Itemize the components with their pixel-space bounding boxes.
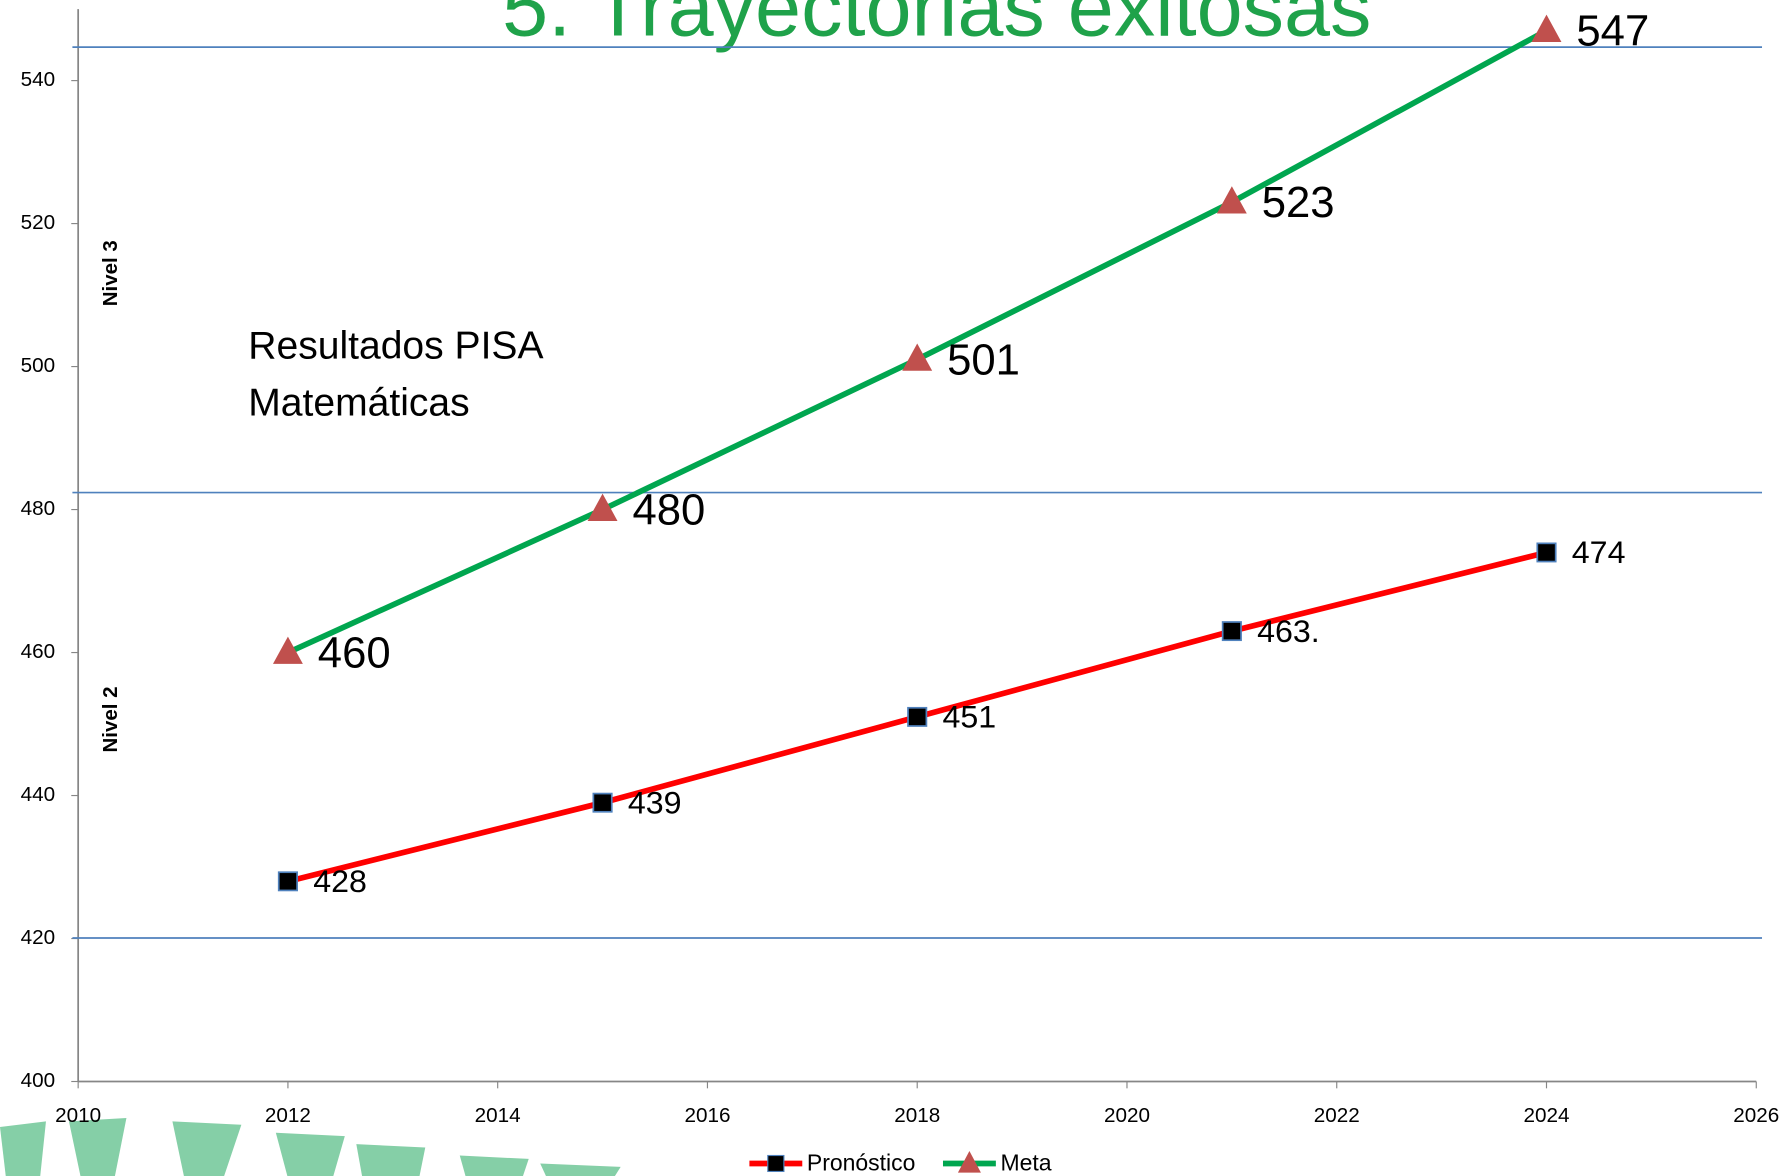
y-tick-label: 440 [21,783,56,806]
marker [902,343,933,371]
x-tick-label: 2012 [265,1104,311,1127]
level-label: Nivel 2 [99,686,122,752]
chart-title: 5. Trayectorias exitosas [502,0,1371,53]
x-tick-label: 2026 [1733,1104,1779,1127]
marker [587,493,618,521]
data-label: 480 [632,487,705,535]
legend-label: Meta [1000,1150,1051,1176]
x-tick-label: 2018 [894,1104,940,1127]
marker [272,636,303,664]
legend-marker [957,1150,981,1173]
y-tick-label: 460 [21,640,56,663]
annotation: Resultados PISA [248,325,543,368]
data-label: 547 [1576,8,1649,56]
annotation: Matemáticas [248,382,469,425]
marker [1221,621,1242,642]
data-label: 523 [1262,179,1335,227]
y-tick-label: 520 [21,211,56,234]
y-tick-label: 480 [21,497,56,520]
data-label: 428 [313,863,367,899]
x-tick-label: 2024 [1524,1104,1570,1127]
marker [1536,542,1557,563]
marker [907,706,928,727]
data-label: 439 [628,785,682,821]
marker [1531,14,1562,42]
y-tick-label: 420 [21,926,56,949]
data-label: 460 [318,630,391,678]
y-tick-label: 540 [21,68,56,91]
decoration [0,1117,621,1176]
marker [592,792,613,813]
data-label: 463. [1257,613,1320,649]
legend-marker [767,1154,785,1173]
x-tick-label: 2014 [475,1104,521,1127]
x-tick-label: 2020 [1104,1104,1150,1127]
x-tick-label: 2022 [1314,1104,1360,1127]
data-label: 474 [1572,534,1626,570]
marker [277,871,298,892]
y-tick-label: 500 [21,354,56,377]
data-label: 451 [942,699,996,735]
data-label: 501 [947,336,1020,384]
y-tick-label: 400 [21,1069,56,1092]
x-tick-label: 2016 [684,1104,730,1127]
marker [1216,186,1247,214]
legend-label: Pronóstico [807,1150,916,1176]
x-tick-label: 2010 [55,1104,101,1127]
level-label: Nivel 3 [99,240,122,306]
